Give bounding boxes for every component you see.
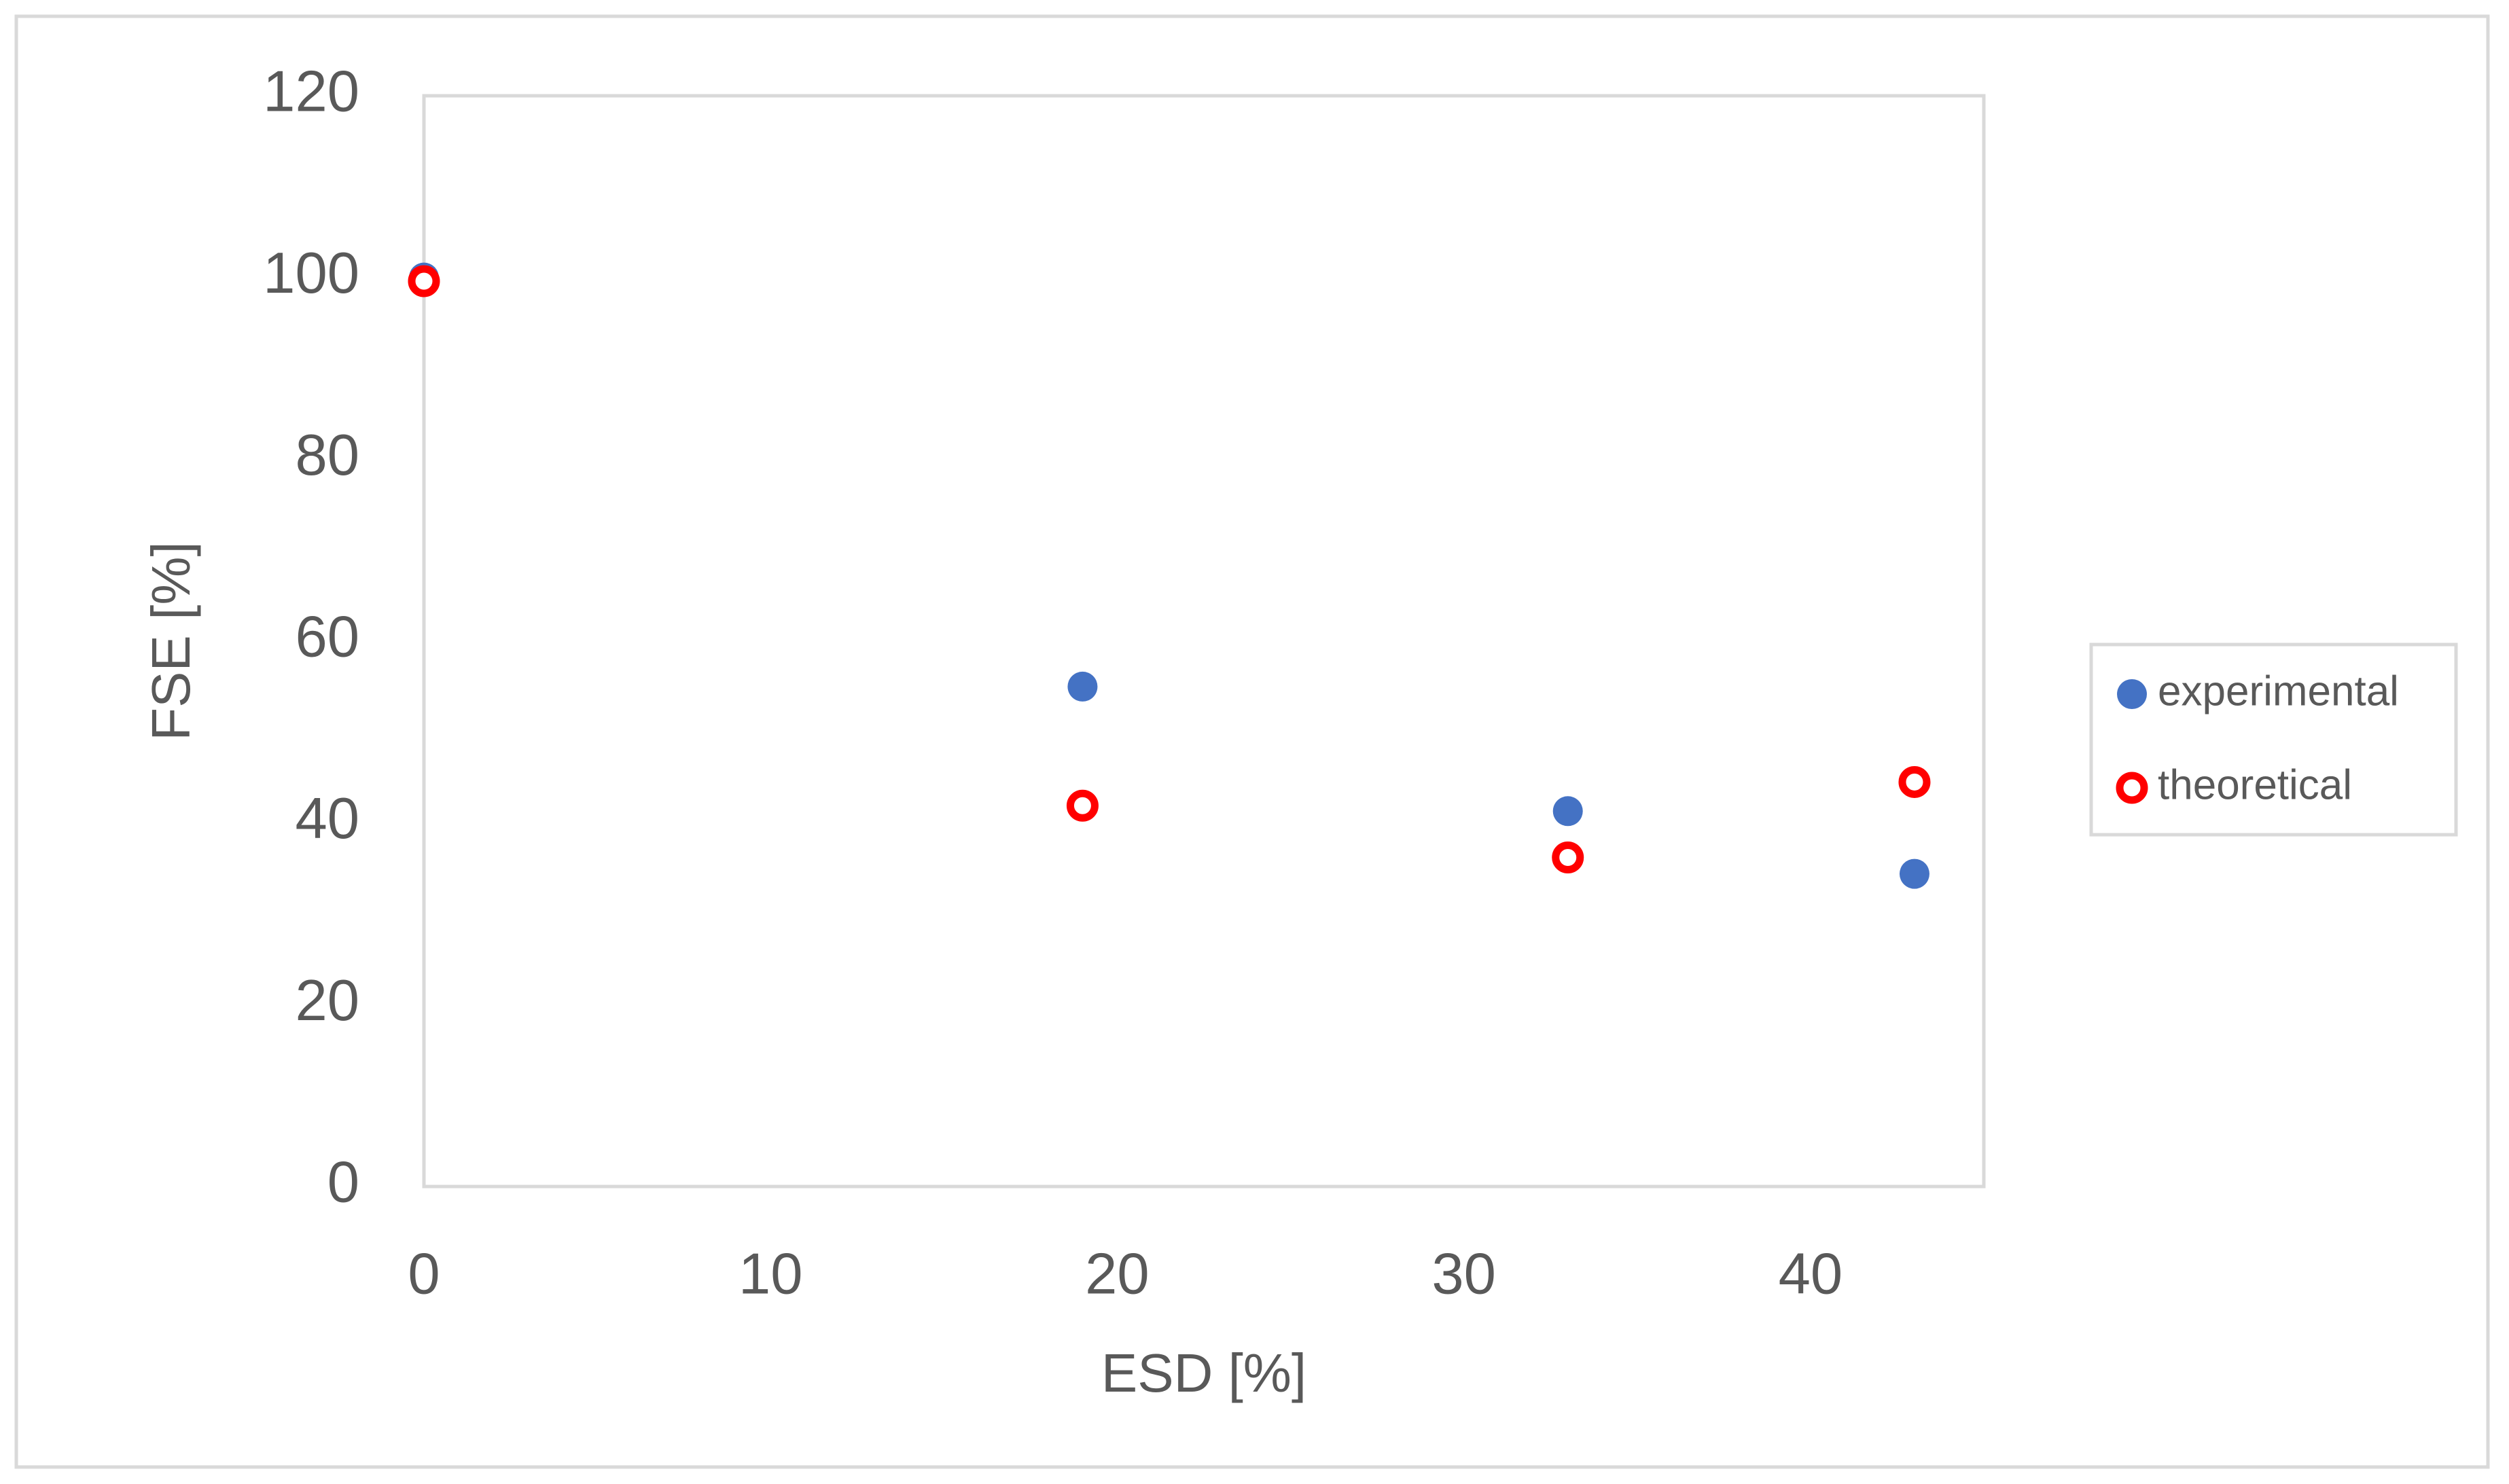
legend-box xyxy=(2089,643,2458,837)
legend-label: experimental xyxy=(2158,668,2399,714)
plot-border xyxy=(422,94,1986,1189)
y-tick-label: 120 xyxy=(263,59,359,124)
point xyxy=(1066,789,1099,822)
legend-marker xyxy=(2117,679,2147,709)
x-tick-label: 10 xyxy=(739,1242,803,1306)
x-tick-label: 20 xyxy=(1085,1242,1150,1306)
y-tick-label: 40 xyxy=(295,786,359,851)
x-tick-label: 40 xyxy=(1779,1242,1843,1306)
y-axis-label: FSE [%] xyxy=(141,541,201,740)
y-tick-label: 0 xyxy=(327,1150,359,1214)
y-tick-label: 60 xyxy=(295,604,359,669)
legend-marker xyxy=(2116,772,2148,804)
x-tick-label: 0 xyxy=(408,1242,440,1306)
point xyxy=(408,265,440,297)
y-tick-label: 20 xyxy=(295,969,359,1033)
point xyxy=(1898,765,1931,798)
y-tick-label: 80 xyxy=(295,423,359,488)
x-axis-label: ESD [%] xyxy=(1101,1343,1306,1403)
y-tick-label: 100 xyxy=(263,241,359,306)
point xyxy=(1899,858,1929,889)
x-tick-label: 30 xyxy=(1431,1242,1496,1306)
chart-border xyxy=(14,14,2490,1469)
point xyxy=(1552,796,1583,827)
legend-label: theoretical xyxy=(2158,761,2352,808)
point xyxy=(1552,841,1584,874)
point xyxy=(1067,671,1098,702)
